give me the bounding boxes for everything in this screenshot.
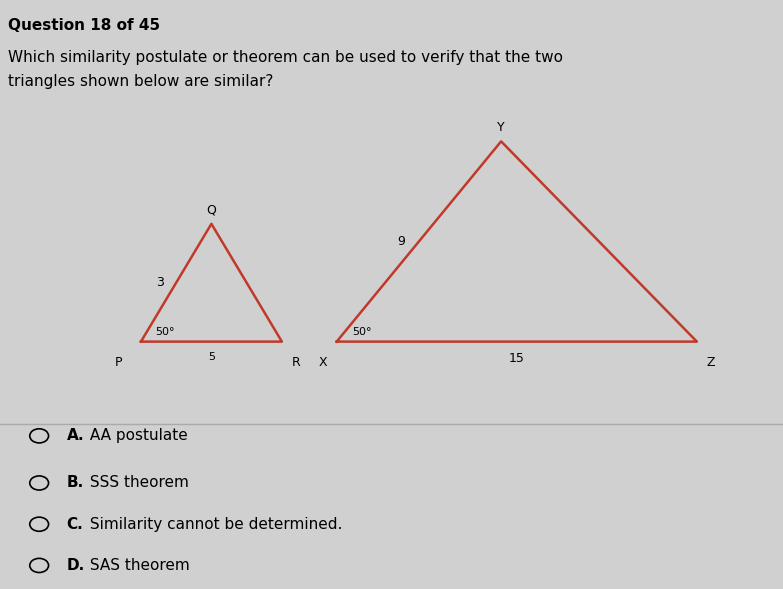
Text: SSS theorem: SSS theorem [85,475,189,491]
Text: Y: Y [497,121,505,134]
Text: AA postulate: AA postulate [85,428,187,444]
Text: Q: Q [207,204,216,217]
Text: Z: Z [706,356,715,369]
Text: Question 18 of 45: Question 18 of 45 [8,18,160,32]
Text: X: X [319,356,327,369]
Text: 50°: 50° [352,327,372,337]
Text: SAS theorem: SAS theorem [85,558,189,573]
Text: triangles shown below are similar?: triangles shown below are similar? [8,74,273,88]
Text: C.: C. [67,517,83,532]
Text: R: R [291,356,300,369]
Text: P: P [114,356,122,369]
Text: D.: D. [67,558,85,573]
Text: 50°: 50° [155,327,175,337]
Text: 3: 3 [157,276,164,289]
Text: B.: B. [67,475,84,491]
Text: 15: 15 [509,352,525,365]
Text: 9: 9 [397,235,405,248]
Text: Which similarity postulate or theorem can be used to verify that the two: Which similarity postulate or theorem ca… [8,50,563,65]
Text: Similarity cannot be determined.: Similarity cannot be determined. [85,517,342,532]
Text: 5: 5 [208,352,215,362]
Text: A.: A. [67,428,85,444]
